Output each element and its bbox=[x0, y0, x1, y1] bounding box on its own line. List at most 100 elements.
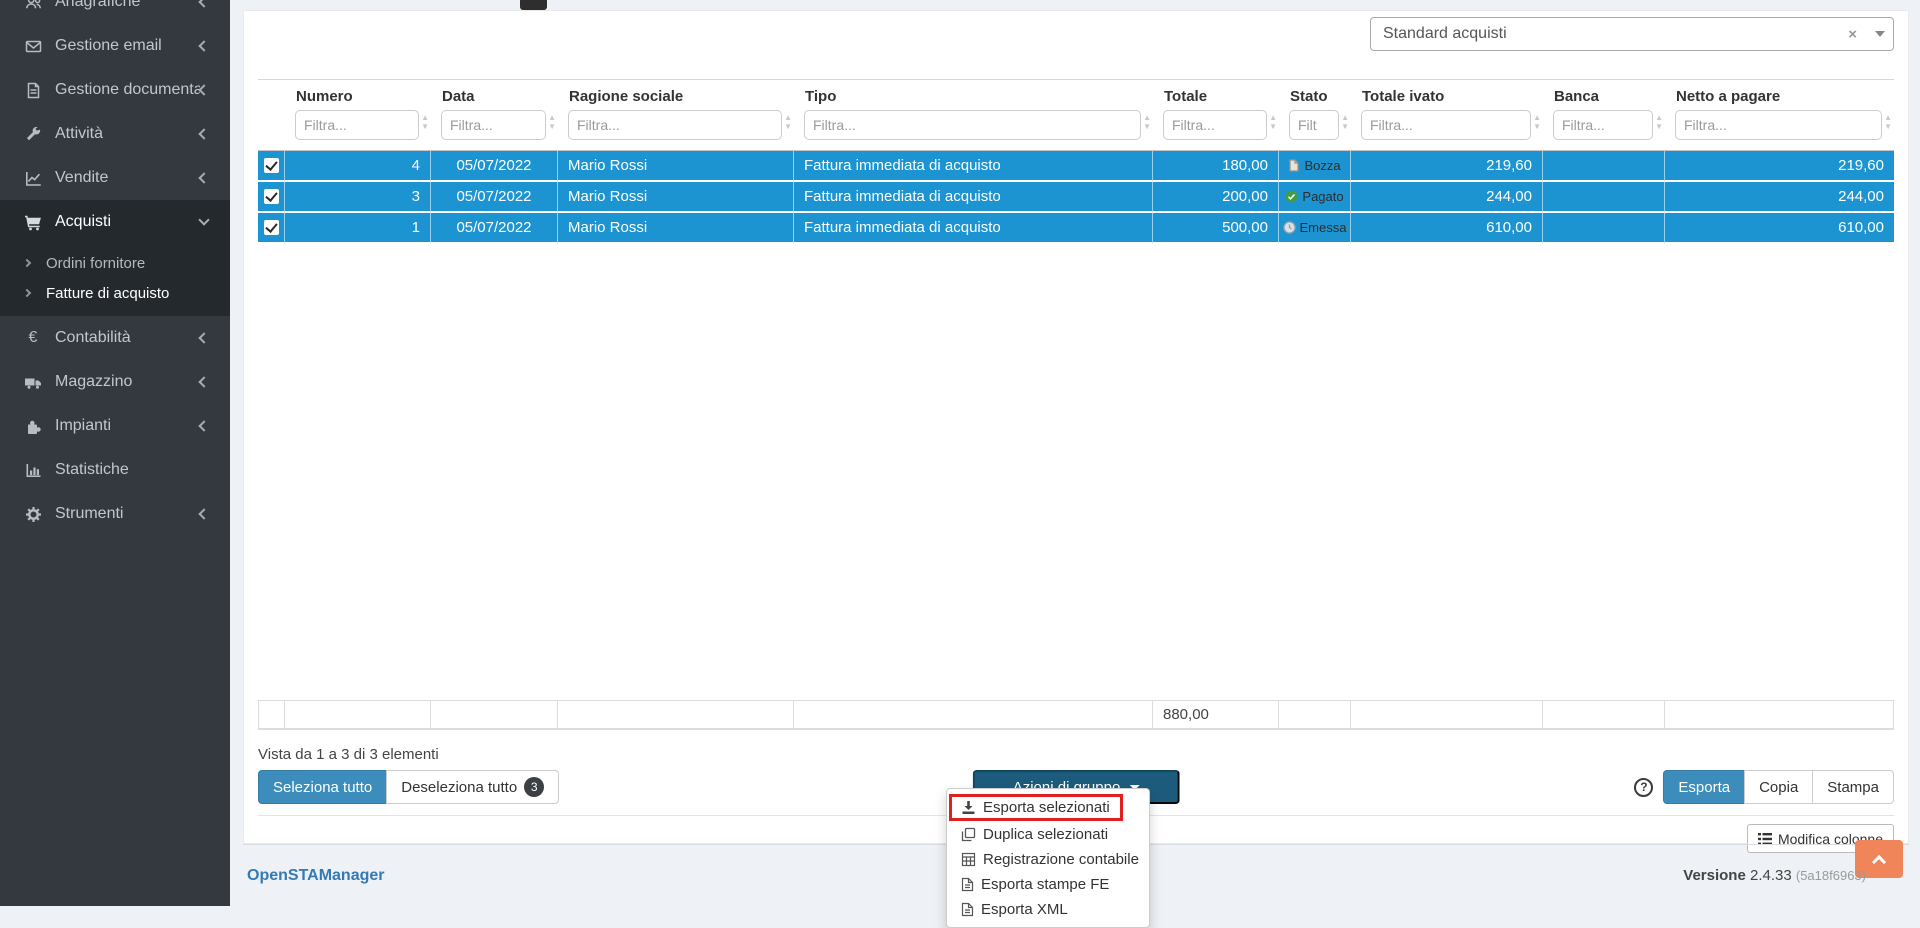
sort-icons[interactable]: ▲▼ bbox=[1884, 113, 1892, 131]
print-button[interactable]: Stampa bbox=[1812, 770, 1894, 804]
menu-item-esporta-selezionati[interactable]: Esporta selezionati bbox=[949, 794, 1123, 821]
print-template-select[interactable]: Standard acquisti × bbox=[1370, 17, 1894, 51]
sidebar-item-label: Acquisti bbox=[55, 213, 200, 231]
cell-totale-ivato[interactable]: 219,60 bbox=[1351, 151, 1543, 182]
cell-numero[interactable]: 4 bbox=[285, 151, 431, 182]
document-icon bbox=[20, 82, 46, 99]
cell-data[interactable]: 05/07/2022 bbox=[431, 151, 558, 182]
cell-netto-a-pagare[interactable]: 244,00 bbox=[1665, 182, 1894, 213]
table-row[interactable]: 3 05/07/2022 Mario Rossi Fattura immedia… bbox=[258, 182, 1894, 213]
sidebar-item-magazzino[interactable]: Magazzino bbox=[0, 360, 230, 404]
cell-numero[interactable]: 3 bbox=[285, 182, 431, 213]
filter-input-stato[interactable] bbox=[1289, 110, 1339, 140]
row-checkbox-cell[interactable] bbox=[258, 151, 285, 182]
checkbox-checked-icon[interactable] bbox=[264, 189, 279, 204]
sidebar-item-contabilita[interactable]: € Contabilità bbox=[0, 316, 230, 360]
filter-input-netto-a-pagare[interactable] bbox=[1675, 110, 1882, 140]
filter-input-banca[interactable] bbox=[1553, 110, 1653, 140]
menu-item-registrazione-contabile[interactable]: Registrazione contabile bbox=[947, 847, 1149, 872]
cell-stato[interactable]: Bozza bbox=[1279, 151, 1351, 182]
filter-input-totale[interactable] bbox=[1163, 110, 1267, 140]
menu-item-duplica-selezionati[interactable]: Duplica selezionati bbox=[947, 822, 1149, 847]
filter-cell-totale-ivato: ▲▼ bbox=[1351, 105, 1543, 151]
select-all-button[interactable]: Seleziona tutto bbox=[258, 770, 387, 804]
filter-input-tipo[interactable] bbox=[804, 110, 1141, 140]
sort-icons[interactable]: ▲▼ bbox=[1341, 113, 1349, 131]
column-header-tipo[interactable]: Tipo bbox=[794, 80, 1153, 105]
sidebar-item-attivita[interactable]: Attività bbox=[0, 112, 230, 156]
filter-input-numero[interactable] bbox=[295, 110, 419, 140]
cell-numero[interactable]: 1 bbox=[285, 213, 431, 244]
filter-input-data[interactable] bbox=[441, 110, 546, 140]
sidebar-item-impianti[interactable]: Impianti bbox=[0, 404, 230, 448]
table-row[interactable]: 4 05/07/2022 Mario Rossi Fattura immedia… bbox=[258, 151, 1894, 182]
sort-icons[interactable]: ▲▼ bbox=[421, 113, 429, 131]
copy-button[interactable]: Copia bbox=[1744, 770, 1813, 804]
filter-input-totale-ivato[interactable] bbox=[1361, 110, 1531, 140]
filter-input-ragione-sociale[interactable] bbox=[568, 110, 782, 140]
sort-icons[interactable]: ▲▼ bbox=[548, 113, 556, 131]
cell-netto-a-pagare[interactable]: 219,60 bbox=[1665, 151, 1894, 182]
cell-ragione-sociale[interactable]: Mario Rossi bbox=[558, 213, 794, 244]
column-header-banca[interactable]: Banca bbox=[1543, 80, 1665, 105]
sort-icons[interactable]: ▲▼ bbox=[1269, 113, 1277, 131]
row-checkbox-cell[interactable] bbox=[258, 213, 285, 244]
cell-totale[interactable]: 500,00 bbox=[1153, 213, 1279, 244]
sidebar-item-anagrafiche[interactable]: Anagrafiche bbox=[0, 0, 230, 24]
menu-item-esporta-xml[interactable]: Esporta XML bbox=[947, 897, 1149, 922]
cell-totale[interactable]: 200,00 bbox=[1153, 182, 1279, 213]
cell-stato[interactable]: Pagato bbox=[1279, 182, 1351, 213]
cell-banca[interactable] bbox=[1543, 151, 1665, 182]
cell-tipo[interactable]: Fattura immediata di acquisto bbox=[794, 151, 1153, 182]
column-header-ragione-sociale[interactable]: Ragione sociale bbox=[558, 80, 794, 105]
sort-icons[interactable]: ▲▼ bbox=[1143, 113, 1151, 131]
status-badge: Emessa bbox=[1300, 220, 1347, 235]
checkbox-checked-icon[interactable] bbox=[264, 158, 279, 173]
column-header-totale-ivato[interactable]: Totale ivato bbox=[1351, 80, 1543, 105]
column-header-totale[interactable]: Totale bbox=[1153, 80, 1279, 105]
sidebar-item-gestione-email[interactable]: Gestione email bbox=[0, 24, 230, 68]
column-header-numero[interactable]: Numero bbox=[285, 80, 431, 105]
deselect-all-button[interactable]: Deseleziona tutto 3 bbox=[386, 770, 559, 804]
menu-item-esporta-stampe-fe[interactable]: Esporta stampe FE bbox=[947, 872, 1149, 897]
cell-data[interactable]: 05/07/2022 bbox=[431, 182, 558, 213]
row-checkbox-cell[interactable] bbox=[258, 182, 285, 213]
cell-stato[interactable]: Emessa bbox=[1279, 213, 1351, 244]
cell-data[interactable]: 05/07/2022 bbox=[431, 213, 558, 244]
cell-banca[interactable] bbox=[1543, 182, 1665, 213]
table-row[interactable]: 1 05/07/2022 Mario Rossi Fattura immedia… bbox=[258, 213, 1894, 244]
cell-ragione-sociale[interactable]: Mario Rossi bbox=[558, 151, 794, 182]
sidebar-item-fatture-di-acquisto[interactable]: Fatture di acquisto bbox=[0, 278, 230, 308]
chevron-left-icon bbox=[198, 376, 209, 387]
menu-item-label: Registrazione contabile bbox=[983, 851, 1139, 868]
cell-tipo[interactable]: Fattura immediata di acquisto bbox=[794, 182, 1153, 213]
export-button[interactable]: Esporta bbox=[1663, 770, 1745, 804]
checkbox-checked-icon[interactable] bbox=[264, 220, 279, 235]
sidebar-item-label: Statistiche bbox=[55, 461, 208, 479]
cell-totale-ivato[interactable]: 244,00 bbox=[1351, 182, 1543, 213]
chevron-down-icon[interactable] bbox=[1875, 31, 1885, 37]
sort-icons[interactable]: ▲▼ bbox=[1655, 113, 1663, 131]
cell-banca[interactable] bbox=[1543, 213, 1665, 244]
column-header-data[interactable]: Data bbox=[431, 80, 558, 105]
sidebar-item-acquisti[interactable]: Acquisti bbox=[0, 200, 230, 244]
sort-icons[interactable]: ▲▼ bbox=[1533, 113, 1541, 131]
sidebar-item-strumenti[interactable]: Strumenti bbox=[0, 492, 230, 536]
column-header-stato[interactable]: Stato bbox=[1279, 80, 1351, 105]
table-totals-row: 880,00 bbox=[258, 700, 1894, 730]
help-icon[interactable]: ? bbox=[1634, 778, 1653, 797]
cell-totale[interactable]: 180,00 bbox=[1153, 151, 1279, 182]
cell-tipo[interactable]: Fattura immediata di acquisto bbox=[794, 213, 1153, 244]
column-header-netto-a-pagare[interactable]: Netto a pagare bbox=[1665, 80, 1894, 105]
sidebar-item-statistiche[interactable]: Statistiche bbox=[0, 448, 230, 492]
cell-ragione-sociale[interactable]: Mario Rossi bbox=[558, 182, 794, 213]
duplicate-icon bbox=[961, 827, 976, 842]
brand-link[interactable]: OpenSTAManager bbox=[247, 867, 385, 885]
cell-netto-a-pagare[interactable]: 610,00 bbox=[1665, 213, 1894, 244]
sort-icons[interactable]: ▲▼ bbox=[784, 113, 792, 131]
sidebar-item-vendite[interactable]: Vendite bbox=[0, 156, 230, 200]
sidebar-item-gestione-documentale[interactable]: Gestione documentale bbox=[0, 68, 230, 112]
sidebar-item-ordini-fornitore[interactable]: Ordini fornitore bbox=[0, 248, 230, 278]
clear-selection-icon[interactable]: × bbox=[1838, 26, 1867, 43]
cell-totale-ivato[interactable]: 610,00 bbox=[1351, 213, 1543, 244]
